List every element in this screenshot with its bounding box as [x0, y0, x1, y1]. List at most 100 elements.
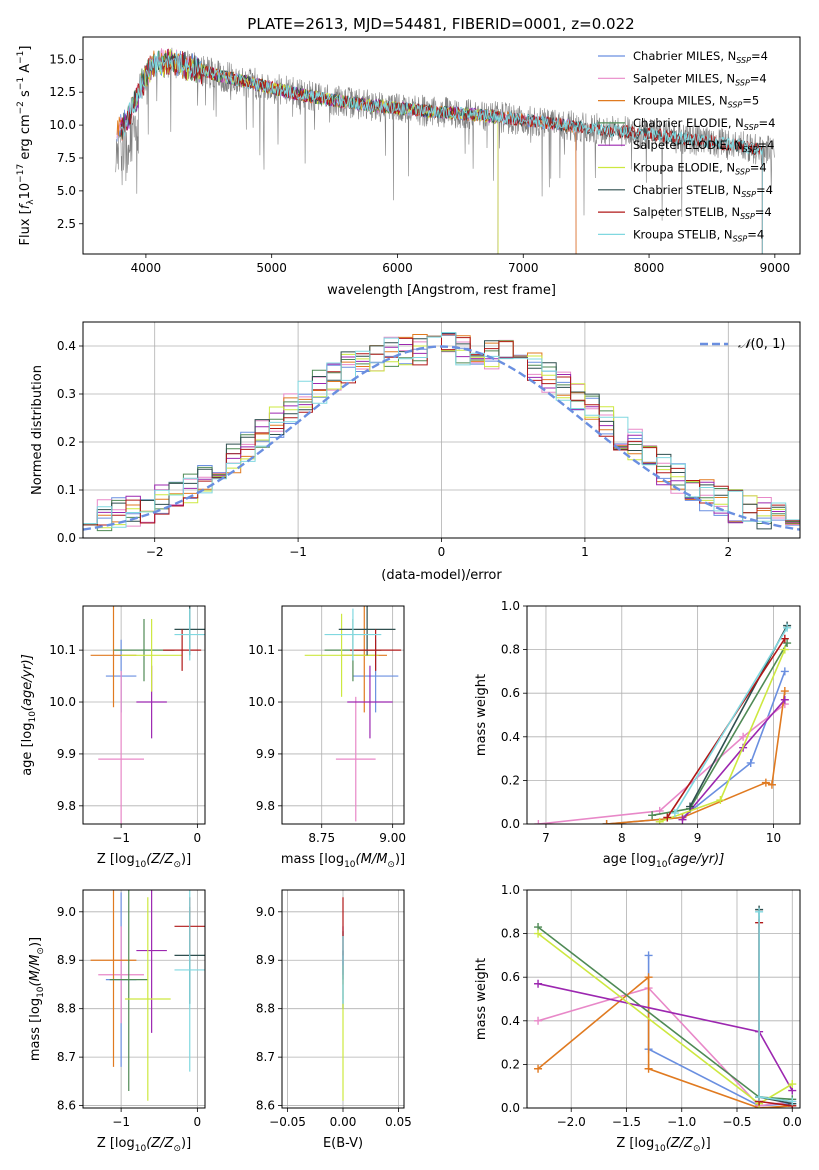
age_vs_mass-ytick-label: 10.0 — [248, 695, 275, 709]
weight_vs_age-marker-salpeter_stelib — [663, 813, 672, 822]
age_vs_Z-frame — [82, 605, 206, 825]
legend-label-tail: =4 — [750, 71, 767, 85]
weight_vs_Z-frame — [526, 889, 801, 1109]
weight_vs_age-marker-kroupa_elodie — [780, 645, 789, 654]
legend-label-sub: SSP — [728, 101, 743, 110]
ylabel-exp: −1 — [16, 51, 26, 64]
mass_vs_Z-ytick-label: 8.8 — [57, 1002, 76, 1016]
spectrum-xtick-label: 8000 — [634, 261, 665, 275]
weight_vs_age-ytick-label: 0.2 — [501, 773, 520, 787]
mass_vs_Z-ylabel-main: mass [log — [28, 998, 43, 1061]
histogram-step-salpeter_stelib — [83, 336, 800, 526]
weight_vs_Z-ytick-label: 0.8 — [501, 927, 520, 941]
residuals-frame — [82, 321, 801, 539]
ylabel-close: ] — [18, 46, 33, 51]
age_vs_Z-ylabel-sub: 10 — [28, 711, 38, 723]
age_vs_mass-xlabel-close: )] — [395, 852, 405, 867]
spectrum-plot-area — [115, 47, 775, 254]
legend-label-sub: SSP — [735, 78, 750, 87]
ylabel-exp: −17 — [16, 164, 26, 183]
age_vs_mass-xlabel-main: mass [log — [281, 852, 344, 867]
weight_vs_Z-xlabel-tail: (Z/Z — [666, 1136, 694, 1151]
mass_vs_Z-xlabel-sub: 10 — [135, 1144, 147, 1154]
residuals-xtick-label: 2 — [724, 545, 732, 559]
weight_vs_Z-marker-kroupa_stelib — [755, 907, 764, 916]
weight_vs_age-marker-chabrier_miles — [780, 667, 789, 676]
spectrum-ytick-label: 12.5 — [49, 85, 76, 99]
weight_vs_Z-marker-kroupa_stelib — [755, 1093, 764, 1102]
age_vs_Z-xlabel-close: )] — [181, 852, 191, 867]
weight_vs_Z-marker-kroupa_elodie — [534, 929, 543, 938]
weight_vs_age-plot-area — [534, 621, 792, 824]
mass_vs_Z-xlabel-sun: ⊙ — [173, 1144, 181, 1154]
weight_vs_Z-marker-chabrier_miles — [644, 951, 653, 960]
mass_vs_Z-ylabel-sub: 10 — [36, 986, 46, 998]
age_vs_Z-ytick-label: 10.0 — [49, 695, 76, 709]
weight_vs_age-marker-kroupa_elodie — [655, 817, 664, 824]
weight_vs_age-xlabel-sub: 10 — [656, 860, 668, 870]
age_vs_mass-panel: 8.75 9.00 9.8 9.9 10.0 10.1 mass [log10(M/M⊙)] — [248, 605, 406, 870]
weight_vs_age-ytick-label: 0.4 — [501, 730, 520, 744]
residuals-xtick-label: 1 — [581, 545, 589, 559]
mass_vs_Z-ytick-label: 8.9 — [57, 953, 76, 967]
ylabel-lambda: λ — [26, 199, 36, 205]
legend-label-tail: =4 — [747, 227, 764, 241]
spectrum-model-line-kroupa_stelib — [120, 51, 763, 254]
weight_vs_Z-ytick-label: 0.2 — [501, 1057, 520, 1071]
spectrum-xtick-label: 9000 — [760, 261, 791, 275]
residuals-ytick-label: 0.4 — [57, 339, 76, 353]
age_vs_mass-xlabel-sun: ⊙ — [387, 860, 395, 870]
mass_vs_ebv-xtick-label: −0.05 — [269, 1115, 306, 1129]
weight_vs_age-marker-salpeter_elodie — [780, 695, 789, 704]
legend-label-sub: SSP — [740, 212, 755, 221]
age_vs_mass-xlabel: mass [log10(M/M⊙)] — [281, 852, 405, 870]
spectrum-ytick-label: 2.5 — [57, 217, 76, 231]
mass_vs_Z-frame — [82, 889, 206, 1109]
age_vs_Z-ytick-label: 9.9 — [57, 747, 76, 761]
mass_vs_ebv-panel: −0.05 0.00 0.05 8.6 8.7 8.8 8.9 9.0 E(B-V) — [256, 889, 412, 1151]
weight_vs_age-marker-chabrier_elodie — [648, 811, 657, 820]
mass_vs_ebv-frame — [281, 889, 405, 1109]
spectrum-xtick-label: 6000 — [382, 261, 413, 275]
mass_vs_Z-xtick-label: −1 — [112, 1115, 130, 1129]
weight_vs_Z-marker-salpeter_miles — [534, 1016, 543, 1025]
legend-label-sub: SSP — [736, 56, 751, 65]
age_vs_mass-plot-area — [304, 606, 402, 822]
mass_vs_Z-xtick-label: 0 — [194, 1115, 202, 1129]
weight_vs_age-marker-chabrier_miles — [746, 758, 755, 767]
spectrum-xtick-label: 7000 — [508, 261, 539, 275]
legend-label-salpeter_elodie: Salpeter ELODIE, NSSP=4 — [633, 138, 774, 154]
weight_vs_age-marker-kroupa_miles — [602, 820, 611, 824]
age_vs_Z-xlabel: Z [log10(Z/Z⊙)] — [97, 852, 191, 870]
weight_vs_Z-ytick-label: 0.4 — [501, 1014, 520, 1028]
mass_vs_ebv-ytick-label: 9.0 — [256, 905, 275, 919]
weight_vs_age-marker-chabrier_stelib — [686, 802, 695, 811]
age_vs_Z-ylabel-tail: (age/yr)] — [20, 654, 35, 711]
legend-label-salpeter_miles: Salpeter MILES, NSSP=4 — [633, 71, 767, 87]
weight_vs_age-xtick-label: 7 — [542, 831, 550, 845]
weight_vs_Z-xlabel-sun: ⊙ — [693, 1144, 701, 1154]
mass_vs_ebv-xtick-label: 0.00 — [330, 1115, 357, 1129]
legend-label-main: Kroupa STELIB, N — [633, 227, 733, 241]
spectrum-ylabel: Flux [fλ10−17 erg cm−2 s−1 A−1] — [16, 46, 36, 246]
mass_vs_ebv-ytick-label: 8.9 — [256, 953, 275, 967]
weight_vs_age-line-kroupa_stelib — [674, 627, 788, 814]
normal-curve — [83, 345, 800, 531]
weight_vs_age-xlabel-main: age [log — [603, 852, 656, 867]
weight_vs_Z-panel: −2.0 −1.5 −1.0 −0.5 0.0 0.0 0.2 0.4 0.6 0.8 1.0 Z [… — [474, 883, 802, 1154]
weight_vs_age-marker-kroupa_elodie — [716, 796, 725, 805]
mass_vs_Z-ylabel-tail: (M/M — [28, 955, 43, 987]
age_vs_mass-frame — [281, 605, 405, 825]
legend-label-kroupa_stelib: Kroupa STELIB, NSSP=4 — [633, 227, 764, 243]
mass_vs_Z-panel: −1 08.68.78.88.99.0Z [log10(Z/Z⊙)]mass [l… — [28, 889, 206, 1154]
mass_vs_Z-ylabel-close: )] — [28, 937, 43, 947]
mass_vs_Z-ytick-label: 8.6 — [57, 1099, 76, 1113]
spectrum-panel: 4000 5000 6000 7000 8000 9000 2.5 5.0 7.5 10.0 12.… — [16, 36, 801, 298]
legend-label-sub: SSP — [744, 123, 759, 132]
residuals-xtick-label: −2 — [146, 545, 164, 559]
spectrum-xtick-label: 5000 — [256, 261, 287, 275]
mass_vs_ebv-ytick-label: 8.7 — [256, 1050, 275, 1064]
weight_vs_Z-ytick-label: 1.0 — [501, 883, 520, 897]
residuals-xtick-label: 0 — [438, 545, 446, 559]
